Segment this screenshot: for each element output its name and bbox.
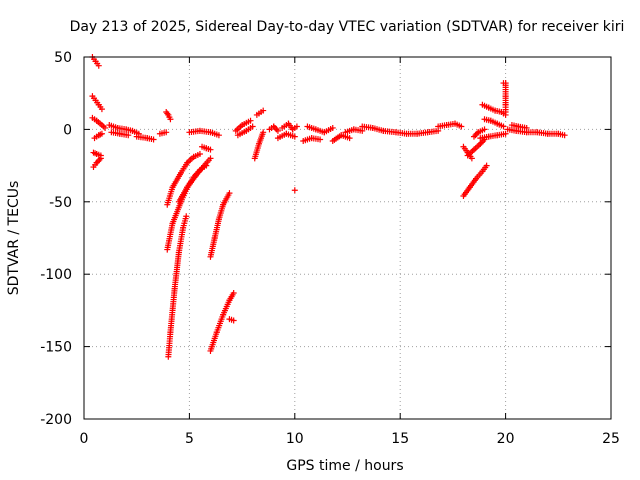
x-tick-label: 20 <box>497 431 515 447</box>
chart-title: Day 213 of 2025, Sidereal Day-to-day VTE… <box>70 19 625 35</box>
data-point <box>247 117 254 124</box>
data-point <box>207 155 214 162</box>
data-point <box>273 126 280 133</box>
data-point <box>502 130 509 137</box>
y-tick-label: 0 <box>63 122 72 138</box>
data-point <box>260 107 267 114</box>
data-point <box>483 162 490 169</box>
data-point <box>480 137 487 144</box>
x-tick-label: 25 <box>602 431 620 447</box>
y-tick-label: -200 <box>40 412 72 428</box>
data-point <box>561 132 568 139</box>
data-point <box>196 151 203 158</box>
data-point <box>163 129 170 136</box>
data-points <box>89 54 568 360</box>
data-point <box>98 106 105 113</box>
x-axis-label: GPS time / hours <box>286 458 403 474</box>
y-tick-label: -150 <box>40 340 72 356</box>
data-point <box>481 126 488 133</box>
data-point <box>523 124 530 131</box>
y-tick-label: -50 <box>49 195 72 211</box>
data-point <box>291 187 298 194</box>
data-point <box>346 135 353 142</box>
data-point <box>167 116 174 123</box>
data-point <box>260 129 267 136</box>
plot-frame <box>83 56 612 420</box>
data-point <box>329 124 336 131</box>
data-point <box>183 213 190 220</box>
y-tick-label: 50 <box>54 50 72 66</box>
data-point <box>293 123 300 130</box>
data-point <box>96 156 103 163</box>
data-point <box>458 123 465 130</box>
data-point <box>472 132 479 139</box>
data-point <box>468 155 475 162</box>
data-point <box>125 132 132 139</box>
data-point <box>502 109 509 116</box>
data-point <box>230 317 237 324</box>
data-point <box>470 133 477 140</box>
y-tick-label: -100 <box>40 267 72 283</box>
x-tick-label: 15 <box>391 431 409 447</box>
data-point <box>102 124 109 131</box>
data-point <box>500 123 507 130</box>
data-point <box>95 158 102 165</box>
grid-lines <box>84 57 611 419</box>
data-point <box>97 155 104 162</box>
data-point <box>226 190 233 197</box>
data-point <box>207 146 214 153</box>
y-axis-label: SDTVAR / TECUs <box>6 181 22 296</box>
axis-ticks: 0 5 10 15 20 25 -200 -150 -100 -50 0 50 <box>40 50 620 447</box>
data-point <box>98 130 105 137</box>
data-point <box>150 136 157 143</box>
data-point <box>478 139 485 146</box>
data-point <box>272 124 279 131</box>
data-point <box>291 133 298 140</box>
data-point <box>230 290 237 297</box>
data-point <box>249 123 256 130</box>
x-tick-label: 10 <box>286 431 304 447</box>
data-point <box>274 127 281 134</box>
data-point <box>95 62 102 69</box>
x-tick-label: 0 <box>80 431 89 447</box>
data-point <box>215 132 222 139</box>
x-tick-label: 5 <box>185 431 194 447</box>
data-point <box>317 136 324 143</box>
